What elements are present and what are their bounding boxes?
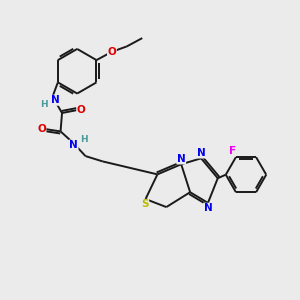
Text: O: O	[108, 47, 116, 57]
Text: F: F	[229, 146, 236, 156]
Text: N: N	[69, 140, 78, 150]
Text: N: N	[177, 154, 186, 164]
Text: S: S	[141, 200, 149, 209]
Text: N: N	[50, 95, 59, 105]
Text: N: N	[197, 148, 206, 158]
Text: N: N	[204, 203, 212, 213]
Text: H: H	[80, 135, 88, 144]
Text: O: O	[37, 124, 46, 134]
Text: H: H	[40, 100, 48, 109]
Text: O: O	[77, 105, 85, 115]
